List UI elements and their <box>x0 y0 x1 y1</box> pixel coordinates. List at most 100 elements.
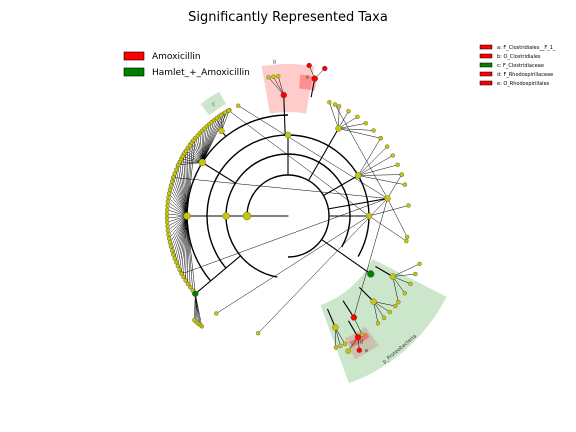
leaf-branch-14-1 <box>392 273 416 277</box>
leaf-branch-2-11 <box>173 215 188 255</box>
leaf-node-2-24 <box>165 199 171 204</box>
leaf-branch-4-15 <box>202 126 208 163</box>
leaf-branch-3-5 <box>194 293 196 321</box>
key-swatch-e <box>479 80 493 86</box>
leaf-node-5-2 <box>222 110 228 115</box>
leaf-branch-7-0 <box>268 77 284 96</box>
leaf-branch-2-24 <box>167 201 188 217</box>
leaf-node-17-0 <box>356 347 363 353</box>
leaf-node-2-26 <box>166 191 172 196</box>
clade-node-0 <box>242 211 252 221</box>
leaf-branch-4-0 <box>178 162 203 166</box>
leaf-branch-11-0 <box>387 174 402 199</box>
backbone-arc-2 <box>225 153 351 278</box>
leaf-branch-2-1 <box>186 215 193 291</box>
leaf-node-2-27 <box>167 187 173 192</box>
leaf-branch-2-8 <box>177 215 188 267</box>
clade-node-18 <box>332 324 339 331</box>
leaf-node-10-0 <box>378 136 383 141</box>
leaf-branch-11-6 <box>353 198 388 318</box>
leaf-branch-2-38 <box>186 148 189 217</box>
leaf-node-3-5 <box>192 317 197 323</box>
branch-15 <box>359 287 374 302</box>
leaf-branch-15-3 <box>373 301 379 324</box>
leaf-branch-2-0 <box>186 215 196 294</box>
leaf-node-7-0 <box>266 75 271 80</box>
leaf-node-18-0 <box>342 341 348 347</box>
key-entry-c: c: F_Clostridiaceae <box>497 63 544 69</box>
leaf-branch-18-2 <box>335 327 337 348</box>
leaf-node-2-15 <box>166 236 172 241</box>
legend-swatch-amoxicillin <box>123 51 145 61</box>
clade-letter-c: c <box>212 102 215 108</box>
leaf-node-16-0 <box>359 332 365 337</box>
leaf-node-2-4 <box>183 278 188 283</box>
leaf-node-8-0 <box>306 62 312 69</box>
clade-letter-b: b <box>273 60 276 66</box>
leaf-node-14-4 <box>396 299 401 305</box>
key-swatch-c <box>479 62 493 68</box>
leaf-branch-15-0 <box>373 301 396 307</box>
key-entry-d: d: F_Rhodospirillaceae <box>497 72 553 78</box>
leaf-branch-10-3 <box>358 164 398 176</box>
leaf-branch-4-14 <box>202 128 205 163</box>
branch-11 <box>328 197 388 210</box>
clade-node-4 <box>198 158 207 167</box>
leaf-branch-10-2 <box>358 155 393 176</box>
leaf-node-15-1 <box>387 309 393 315</box>
backbone-arc-3 <box>206 134 370 269</box>
clade-node-15 <box>370 298 377 305</box>
leaf-branch-2-32 <box>175 169 188 217</box>
leaf-node-12-2 <box>214 311 219 316</box>
leaf-branch-2-27 <box>169 189 188 217</box>
leaf-node-2-19 <box>164 219 170 225</box>
leaf-branch-12-0 <box>368 205 409 217</box>
leaf-branch-4-20 <box>202 116 220 163</box>
leaf-branch-2-7 <box>179 215 188 270</box>
branch-14 <box>375 266 394 277</box>
leaf-branch-10-5 <box>358 175 405 185</box>
clade-node-9 <box>335 125 342 132</box>
legend-label-hamlet-amoxicillin: Hamlet_+_Amoxicillin <box>152 68 250 78</box>
clade-node-17 <box>354 334 362 341</box>
leaf-node-7-2 <box>276 74 281 79</box>
branch-13 <box>321 239 372 275</box>
key-swatch-b <box>479 53 493 59</box>
leaf-node-14-3 <box>402 291 407 296</box>
leaf-branch-4-10 <box>195 137 203 163</box>
leaf-node-15-3 <box>375 321 381 326</box>
leaf-node-2-29 <box>169 179 175 184</box>
leaf-node-9-4 <box>363 121 368 126</box>
clade-node-6 <box>284 131 292 139</box>
leaf-node-9-3 <box>355 114 360 120</box>
leaf-branch-9-4 <box>338 123 366 129</box>
leaf-branch-11-2 <box>238 105 388 199</box>
leaf-node-2-20 <box>164 215 170 221</box>
leaf-branch-10-1 <box>357 146 388 176</box>
branch-3 <box>194 255 241 295</box>
leaf-node-2-21 <box>164 211 170 217</box>
leaf-branch-11-3 <box>173 177 388 199</box>
leaf-branch-11-5 <box>257 198 388 334</box>
leaf-branch-14-4 <box>392 276 399 303</box>
key-swatch-a <box>479 44 493 50</box>
clade-node-10 <box>354 172 362 179</box>
key-entry-b: b: O_Clostridiales <box>497 54 541 60</box>
leaf-branch-15-2 <box>373 301 385 318</box>
leaf-node-2-9 <box>173 259 179 265</box>
leaf-branch-12-3 <box>368 215 407 242</box>
leaf-node-12-0 <box>406 203 411 208</box>
leaf-node-12-1 <box>226 108 231 113</box>
leaf-node-18-1 <box>338 343 343 349</box>
leaf-branch-2-14 <box>169 215 188 243</box>
leaf-branch-2-33 <box>177 165 188 217</box>
leaf-node-10-2 <box>390 153 395 158</box>
leaf-node-2-16 <box>166 232 171 237</box>
root-node <box>287 215 289 217</box>
leaf-node-11-2 <box>236 103 241 108</box>
branch-4 <box>202 162 236 184</box>
leaf-node-2-31 <box>172 171 177 176</box>
leaf-branch-2-15 <box>168 215 188 239</box>
leaf-branch-10-4 <box>358 174 402 176</box>
leaf-branch-9-6 <box>338 128 381 139</box>
